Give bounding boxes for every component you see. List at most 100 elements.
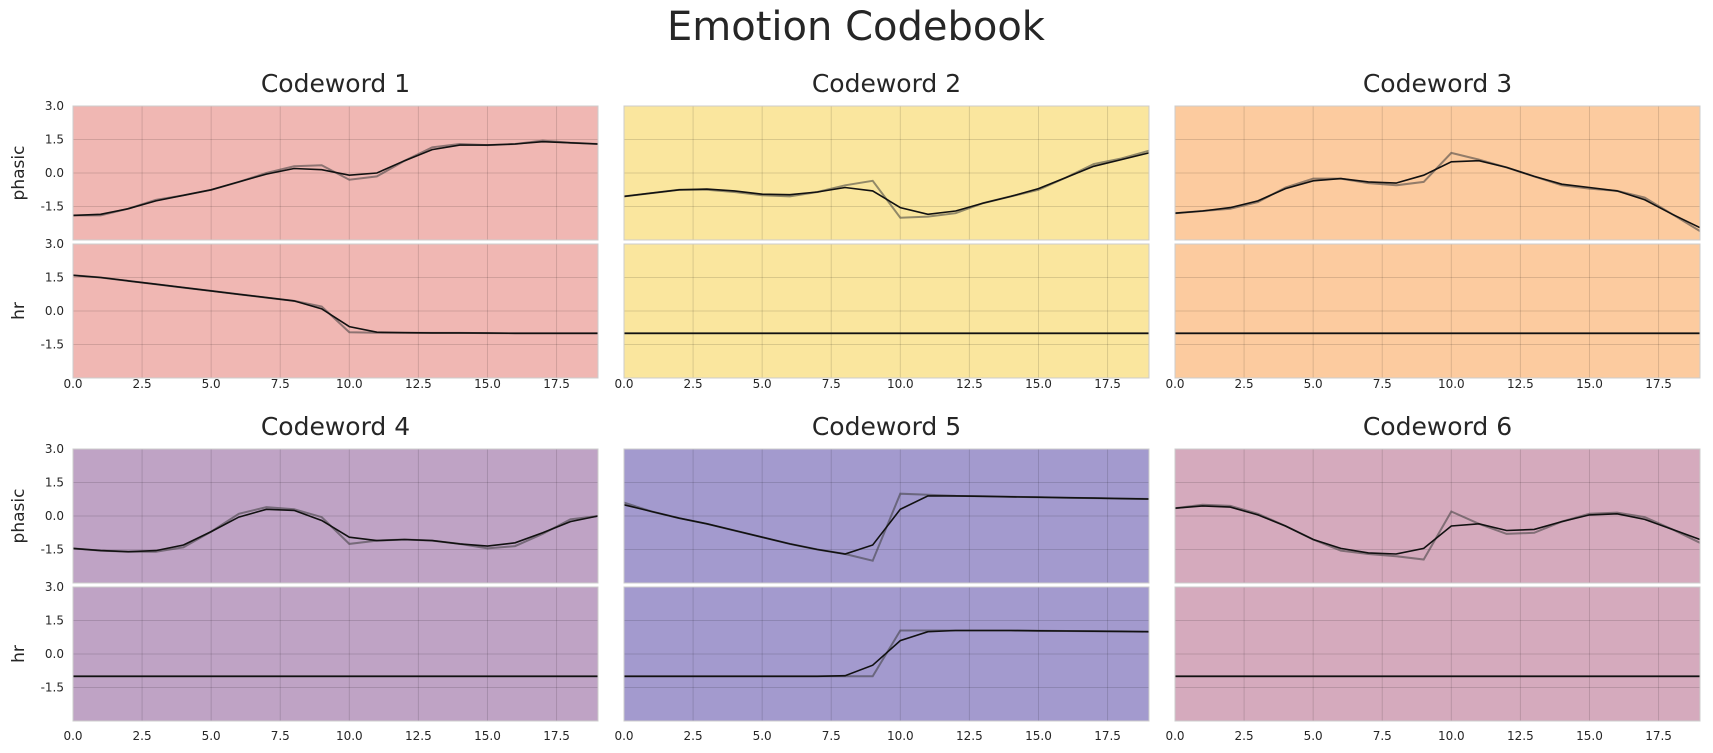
axes-background <box>1175 106 1700 240</box>
y-tick-label: -1.5 <box>41 338 64 352</box>
axes-phasic <box>623 105 1150 241</box>
x-tick-label: 10.0 <box>1438 377 1465 391</box>
panel-5: Codeword 5 0.0 2.5 5.0 7.5 10.0 12.5 15.0 17.5 <box>614 412 1150 743</box>
series-smooth-phasic <box>72 140 599 217</box>
y-tick-label: 1.5 <box>45 476 64 490</box>
panel-3: Codeword 3 0.0 2.5 5.0 7.5 10.0 12.5 15.0 17.5 <box>1165 69 1701 391</box>
axes-background <box>624 106 1149 240</box>
y-tick-label: 3.0 <box>45 442 64 456</box>
x-tick-label: 12.5 <box>405 729 432 743</box>
axes-frame <box>1174 448 1701 584</box>
x-tick-label: 17.5 <box>1094 377 1121 391</box>
x-tick-label: 12.5 <box>405 377 432 391</box>
axes-hr: 3.0 1.5 0.0 -1.5 hr 0.0 2.5 5.0 7.5 10.0 12.5 15.0 1… <box>9 237 599 391</box>
axes-frame <box>72 105 599 241</box>
series-smooth-phasic <box>1174 505 1701 555</box>
x-tick-label: 2.5 <box>133 377 152 391</box>
x-tick-label: 15.0 <box>1025 377 1052 391</box>
axes-phasic: 3.0 1.5 0.0 -1.5 phasic <box>9 99 599 241</box>
x-tick-label: 7.5 <box>1373 377 1392 391</box>
x-tick-label: 17.5 <box>543 377 570 391</box>
x-tick-label: 15.0 <box>1025 729 1052 743</box>
x-tick-label: 2.5 <box>133 729 152 743</box>
x-tick-label: 5.0 <box>202 729 221 743</box>
panel-title: Codeword 4 <box>261 412 410 441</box>
axes-hr: 0.0 2.5 5.0 7.5 10.0 12.5 15.0 17.5 <box>1165 243 1701 391</box>
x-tick-label: 10.0 <box>336 377 363 391</box>
y-tick-label: -1.5 <box>41 681 64 695</box>
x-tick-label: 0.0 <box>63 377 82 391</box>
x-tick-label: 17.5 <box>1645 377 1672 391</box>
x-tick-label: 0.0 <box>63 729 82 743</box>
row-label-hr: hr <box>9 645 29 663</box>
row-label-hr: hr <box>9 302 29 320</box>
series-smooth-phasic <box>623 152 1150 216</box>
x-tick-label: 5.0 <box>1304 729 1323 743</box>
panel-title: Codeword 5 <box>812 412 961 441</box>
x-tick-label: 12.5 <box>956 377 983 391</box>
x-tick-label: 15.0 <box>474 729 501 743</box>
figure-title: Emotion Codebook <box>667 4 1046 50</box>
x-tick-label: 5.0 <box>753 729 772 743</box>
panel-4: Codeword 4 3.0 1.5 0.0 -1.5 phasic 3.0 1.5 0.0 -1… <box>9 412 599 743</box>
axes-frame <box>72 586 599 722</box>
x-tick-label: 7.5 <box>1373 729 1392 743</box>
axes-phasic: 3.0 1.5 0.0 -1.5 phasic <box>9 442 599 584</box>
x-tick-label: 2.5 <box>684 377 703 391</box>
series-smooth-hr <box>72 274 598 335</box>
axes-background <box>1175 587 1700 721</box>
axes-background <box>73 244 598 378</box>
x-tick-label: 2.5 <box>684 729 703 743</box>
axes-frame <box>1174 243 1701 379</box>
axes-background <box>73 449 598 583</box>
x-tick-label: 5.0 <box>1304 377 1323 391</box>
y-tick-label: 3.0 <box>45 237 64 251</box>
axes-frame <box>1174 586 1701 722</box>
y-tick-label: 0.0 <box>45 166 64 180</box>
axes-hr: 3.0 1.5 0.0 -1.5 hr 0.0 2.5 5.0 7.5 10.0 12.5 15.0 1… <box>9 580 599 743</box>
axes-frame <box>623 243 1150 379</box>
panel-1: Codeword 1 3.0 1.5 0.0 -1.5 phasic 3.0 1.5 0.0 -1… <box>9 69 599 391</box>
x-tick-label: 12.5 <box>956 729 983 743</box>
x-tick-label: 15.0 <box>1576 729 1603 743</box>
axes-background <box>1175 244 1700 378</box>
row-label-phasic: phasic <box>9 146 29 201</box>
axes-frame <box>1174 105 1701 241</box>
x-tick-label: 0.0 <box>1165 729 1184 743</box>
axes-frame <box>72 243 599 379</box>
x-tick-label: 7.5 <box>271 729 290 743</box>
axes-hr: 0.0 2.5 5.0 7.5 10.0 12.5 15.0 17.5 <box>614 243 1150 391</box>
x-tick-label: 10.0 <box>336 729 363 743</box>
panel-title: Codeword 1 <box>261 69 410 98</box>
axes-background <box>624 449 1149 583</box>
x-tick-label: 10.0 <box>887 729 914 743</box>
y-tick-label: 0.0 <box>45 304 64 318</box>
panel-2: Codeword 2 0.0 2.5 5.0 7.5 10.0 12.5 15.0 17.5 <box>614 69 1150 391</box>
axes-frame <box>72 448 599 584</box>
y-tick-label: 0.0 <box>45 509 64 523</box>
y-tick-label: 3.0 <box>45 580 64 594</box>
y-tick-label: 1.5 <box>45 614 64 628</box>
panel-grid: Codeword 1 3.0 1.5 0.0 -1.5 phasic 3.0 1.5 0.0 -1… <box>9 69 1701 743</box>
x-tick-label: 0.0 <box>1165 377 1184 391</box>
axes-phasic <box>1174 448 1701 584</box>
x-tick-label: 15.0 <box>474 377 501 391</box>
panel-title: Codeword 3 <box>1363 69 1512 98</box>
x-tick-label: 12.5 <box>1507 377 1534 391</box>
axes-frame <box>623 586 1150 722</box>
axes-frame <box>623 448 1150 584</box>
axes-phasic <box>1174 105 1701 241</box>
panel-6: Codeword 6 0.0 2.5 5.0 7.5 10.0 12.5 15.0 17.5 <box>1165 412 1701 743</box>
x-tick-label: 2.5 <box>1235 729 1254 743</box>
series-smooth-phasic <box>623 495 1150 555</box>
x-tick-label: 12.5 <box>1507 729 1534 743</box>
axes-background <box>624 244 1149 378</box>
y-tick-label: 3.0 <box>45 99 64 113</box>
x-tick-label: 5.0 <box>202 377 221 391</box>
x-tick-label: 7.5 <box>822 729 841 743</box>
x-tick-label: 5.0 <box>753 377 772 391</box>
axes-phasic <box>623 448 1150 584</box>
x-tick-label: 10.0 <box>887 377 914 391</box>
row-label-phasic: phasic <box>9 489 29 544</box>
